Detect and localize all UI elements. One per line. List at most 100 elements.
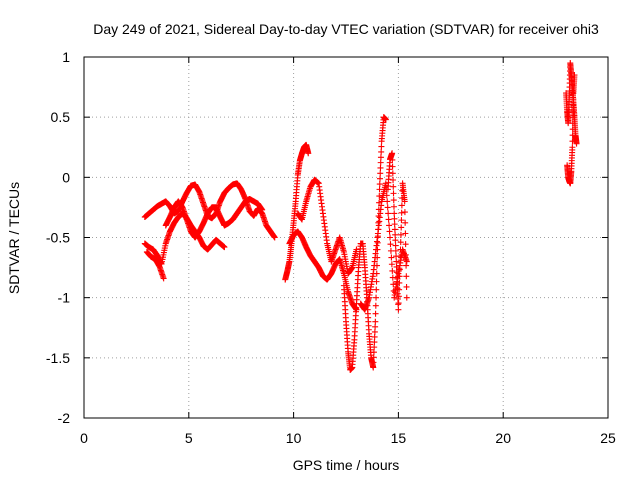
data-point [371,344,378,351]
data-point [570,102,577,109]
data-point [390,203,397,210]
data-point [390,190,397,197]
data-point [402,251,409,258]
x-axis-label: GPS time / hours [293,457,400,473]
data-point [372,323,379,330]
data-point [384,198,391,205]
data-point [403,258,410,265]
data-point [221,244,228,251]
data-point [391,215,398,222]
y-tick-label: 0 [62,169,70,185]
series-track-f [286,228,360,313]
data-point [390,197,397,204]
data-point [393,258,400,265]
data-point [371,328,378,335]
data-point [387,241,394,248]
y-tick-label: 1 [62,49,70,65]
data-point [377,164,384,171]
data-point [395,300,402,307]
data-point [393,263,400,270]
data-point [569,114,576,121]
data-point [391,226,398,233]
data-point [372,302,379,309]
series-track-d [162,195,266,241]
data-point [388,254,395,261]
grid [84,57,608,418]
data-point [387,234,394,241]
series-track-c [143,248,167,282]
series-track-k [563,60,580,147]
data-point [395,306,402,313]
data-point [372,318,379,325]
data-point [398,224,405,231]
data-point [384,204,391,211]
data-point [370,354,377,361]
data-point [305,150,312,157]
x-tick-label: 20 [495,430,511,446]
data-point [403,273,410,280]
x-tick-labels: 0 5 10 15 20 25 [80,430,616,446]
data-point [392,237,399,244]
data-point [402,219,409,226]
data-point [401,198,408,205]
x-tick-label: 15 [391,430,407,446]
data-point [385,210,392,217]
data-point [394,290,401,297]
data-point [394,296,401,303]
data-point [353,246,360,253]
data-point [570,96,577,103]
x-tick-label: 25 [600,430,616,446]
data-point [389,163,396,170]
data-point [388,261,395,268]
y-tick-label: -2 [58,410,71,426]
series-track-h [340,114,389,373]
data-point [389,170,396,177]
y-axis-label: SDTVAR / TECUs [6,182,22,294]
x-tick-label: 0 [80,430,88,446]
data-point [403,262,410,269]
data-point [386,222,393,229]
data-point [391,210,398,217]
data-point [370,364,377,371]
data-point [392,231,399,238]
data-point [371,333,378,340]
data-point [397,253,404,260]
data-points [141,60,580,373]
data-point [389,156,396,163]
data-point [383,192,390,199]
y-tick-label: -0.5 [46,230,70,246]
data-point [373,294,380,301]
series-track-l [564,72,578,187]
data-point [377,170,384,177]
data-point [378,143,385,150]
data-point [395,293,402,300]
data-point [402,230,409,237]
data-point [399,187,406,194]
x-tick-label: 10 [286,430,302,446]
data-point [377,154,384,161]
data-point [403,294,410,301]
data-point [392,242,399,249]
data-point [376,193,383,200]
data-point [386,228,393,235]
data-point [370,359,377,366]
data-point [570,108,577,115]
data-point [372,310,379,317]
data-point [390,183,397,190]
data-point [397,259,404,266]
data-point [385,216,392,223]
data-point [396,266,403,273]
data-point [398,217,405,224]
data-point [371,339,378,346]
data-point [397,246,404,253]
data-point [571,72,578,79]
y-tick-labels: 1 0.5 0 -0.5 -1 -1.5 -2 [46,49,70,426]
data-point [393,269,400,276]
series-track-g [294,176,360,277]
data-point [569,132,576,139]
data-point [389,150,396,157]
series-track-e [282,141,312,283]
series-track-j [384,150,410,313]
data-point [259,206,266,213]
